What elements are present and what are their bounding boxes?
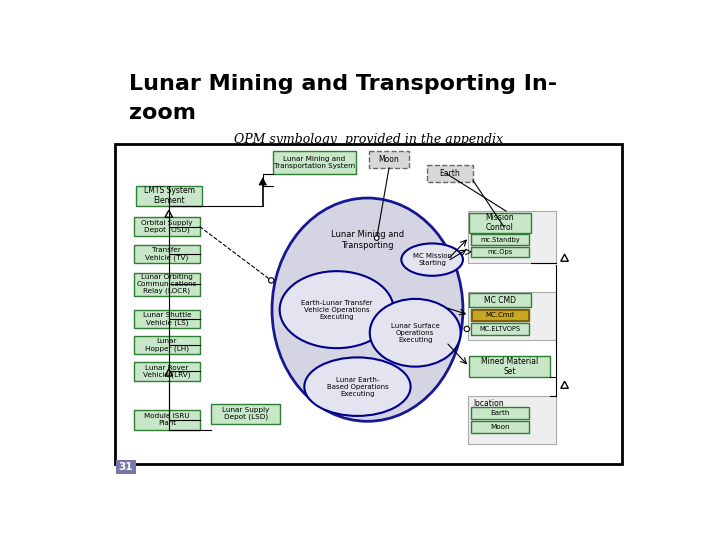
- FancyBboxPatch shape: [471, 323, 529, 335]
- Text: Lunar Shuttle
Vehicle (LS): Lunar Shuttle Vehicle (LS): [143, 312, 192, 326]
- Text: Lunar Orbiting
Communications
Relay (LOCR): Lunar Orbiting Communications Relay (LOC…: [137, 274, 197, 294]
- FancyBboxPatch shape: [134, 245, 199, 264]
- FancyBboxPatch shape: [115, 144, 621, 464]
- Text: OPM symbology  provided in the appendix: OPM symbology provided in the appendix: [235, 132, 503, 146]
- FancyBboxPatch shape: [134, 309, 199, 328]
- FancyBboxPatch shape: [471, 421, 529, 433]
- Text: Lunar Supply
Depot (LSD): Lunar Supply Depot (LSD): [222, 407, 269, 420]
- Text: mc.Ops: mc.Ops: [487, 249, 513, 255]
- FancyBboxPatch shape: [467, 211, 556, 264]
- Text: Lunar Surface
Operations
Executing: Lunar Surface Operations Executing: [391, 323, 440, 343]
- Ellipse shape: [279, 271, 394, 348]
- Circle shape: [374, 236, 379, 240]
- Text: Earth: Earth: [490, 410, 510, 416]
- Text: MC CMD: MC CMD: [484, 296, 516, 305]
- Text: Transfer
Vehicle (TV): Transfer Vehicle (TV): [145, 247, 189, 261]
- Text: MC.Cmd: MC.Cmd: [485, 312, 514, 318]
- Text: Lunar Rover
Vehicle (LRV): Lunar Rover Vehicle (LRV): [143, 364, 191, 378]
- Text: Orbital Supply
Depot (OSD): Orbital Supply Depot (OSD): [141, 220, 193, 233]
- Text: Moon: Moon: [379, 155, 400, 164]
- Text: Earth-Lunar Transfer
Vehicle Operations
Executing: Earth-Lunar Transfer Vehicle Operations …: [301, 300, 372, 320]
- Ellipse shape: [305, 357, 410, 416]
- FancyBboxPatch shape: [471, 247, 529, 257]
- Text: Module ISRU
Plant: Module ISRU Plant: [144, 413, 189, 426]
- Text: zoom: zoom: [129, 103, 196, 123]
- FancyBboxPatch shape: [134, 362, 199, 381]
- Text: Lunar Mining and Transporting In-: Lunar Mining and Transporting In-: [129, 74, 557, 94]
- Polygon shape: [259, 178, 266, 185]
- Text: location: location: [473, 399, 503, 408]
- FancyBboxPatch shape: [467, 396, 556, 444]
- Text: Mined Material
Set: Mined Material Set: [481, 357, 538, 376]
- Text: Mission
Control: Mission Control: [485, 213, 514, 232]
- FancyBboxPatch shape: [469, 356, 550, 377]
- FancyBboxPatch shape: [134, 410, 199, 430]
- Ellipse shape: [272, 198, 463, 421]
- FancyBboxPatch shape: [427, 165, 473, 182]
- FancyBboxPatch shape: [116, 460, 135, 474]
- FancyBboxPatch shape: [471, 407, 529, 419]
- Ellipse shape: [401, 244, 463, 276]
- Text: Earth: Earth: [439, 169, 460, 178]
- Text: Lunar
Hopper (LH): Lunar Hopper (LH): [145, 339, 189, 352]
- Text: Moon: Moon: [490, 424, 510, 430]
- FancyBboxPatch shape: [211, 403, 281, 423]
- FancyBboxPatch shape: [88, 61, 650, 484]
- Text: 31: 31: [118, 462, 133, 472]
- Text: MC.ELTVOPS: MC.ELTVOPS: [480, 326, 521, 332]
- FancyBboxPatch shape: [369, 151, 409, 168]
- Text: LMTS System
Element: LMTS System Element: [144, 186, 194, 205]
- FancyBboxPatch shape: [137, 186, 202, 206]
- FancyBboxPatch shape: [134, 217, 199, 236]
- Text: Lunar Mining and
Transportation System: Lunar Mining and Transportation System: [274, 156, 355, 169]
- FancyBboxPatch shape: [134, 336, 199, 354]
- FancyBboxPatch shape: [467, 292, 556, 340]
- FancyBboxPatch shape: [273, 151, 356, 174]
- FancyBboxPatch shape: [471, 234, 529, 245]
- Text: Lunar Mining and
Transporting: Lunar Mining and Transporting: [331, 231, 404, 249]
- FancyBboxPatch shape: [471, 309, 529, 321]
- Ellipse shape: [370, 299, 461, 367]
- FancyBboxPatch shape: [469, 213, 531, 233]
- Text: mc.Standby: mc.Standby: [480, 237, 520, 242]
- Circle shape: [269, 278, 274, 283]
- Text: MC Mission
Starting: MC Mission Starting: [413, 253, 451, 266]
- FancyBboxPatch shape: [469, 294, 531, 307]
- FancyBboxPatch shape: [472, 310, 528, 320]
- FancyBboxPatch shape: [134, 273, 199, 296]
- Text: Lunar Earth-
Based Operations
Executing: Lunar Earth- Based Operations Executing: [327, 377, 388, 397]
- Circle shape: [464, 326, 469, 332]
